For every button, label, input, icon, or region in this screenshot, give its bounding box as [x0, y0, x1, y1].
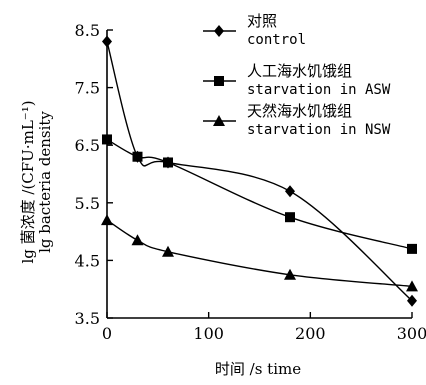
data-point: [407, 294, 417, 307]
legend-label: 天然海水饥饿组: [247, 102, 352, 120]
data-point: [406, 280, 418, 292]
y-tick-label: 7.5: [75, 79, 100, 98]
series-line: [106, 41, 413, 302]
y-tick-label: 8.5: [75, 21, 100, 40]
axis-labels: 时间 /s time lg 菌浓度 /(CFU·mL⁻¹) lg bacteri…: [19, 100, 301, 378]
legend-label-en: control: [247, 32, 306, 48]
x-tick-label: 100: [193, 324, 224, 343]
y-tick-label: 4.5: [75, 251, 100, 270]
data-point: [131, 234, 144, 246]
x-tick-label: 200: [295, 324, 326, 343]
legend-label-en: starvation in NSW: [247, 122, 391, 138]
legend-marker: [213, 115, 225, 126]
data-point: [163, 157, 173, 168]
data-point: [132, 151, 143, 162]
y-axis-title-line1: lg 菌浓度 /(CFU·mL⁻¹): [19, 100, 37, 263]
data-point: [285, 185, 295, 198]
legend-label: 人工海水饥饿组: [247, 62, 352, 80]
series-layer: [101, 35, 418, 307]
y-tick-label: 3.5: [75, 309, 100, 328]
legend-label-en: starvation in ASW: [247, 82, 391, 98]
series-line: [106, 219, 413, 288]
data-point: [285, 212, 295, 223]
data-point: [102, 134, 112, 145]
y-tick-label: 5.5: [75, 194, 100, 213]
data-point: [162, 245, 174, 257]
x-tick-label: 0: [102, 324, 112, 343]
axes: 3.5 4.5 5.5 6.5 7.5 8.5 0 100 200 300: [75, 21, 426, 343]
y-tick-label: 6.5: [75, 136, 100, 155]
series-line: [106, 138, 413, 250]
legend: 对照 control 人工海水饥饿组 starvation in ASW 天然海水饥饿组…: [203, 12, 391, 138]
series-3: [101, 214, 418, 292]
data-point: [284, 268, 296, 280]
legend-marker: [214, 76, 224, 86]
y-axis-title-line2: lg bacteria density: [36, 111, 54, 253]
legend-marker: [214, 25, 224, 37]
data-point: [101, 214, 113, 226]
data-point: [407, 243, 417, 254]
series-2: [102, 134, 417, 254]
x-axis-title: 时间 /s time: [215, 360, 301, 378]
data-point: [102, 35, 112, 48]
x-tick-label: 300: [397, 324, 426, 343]
legend-label: 对照: [247, 12, 277, 30]
